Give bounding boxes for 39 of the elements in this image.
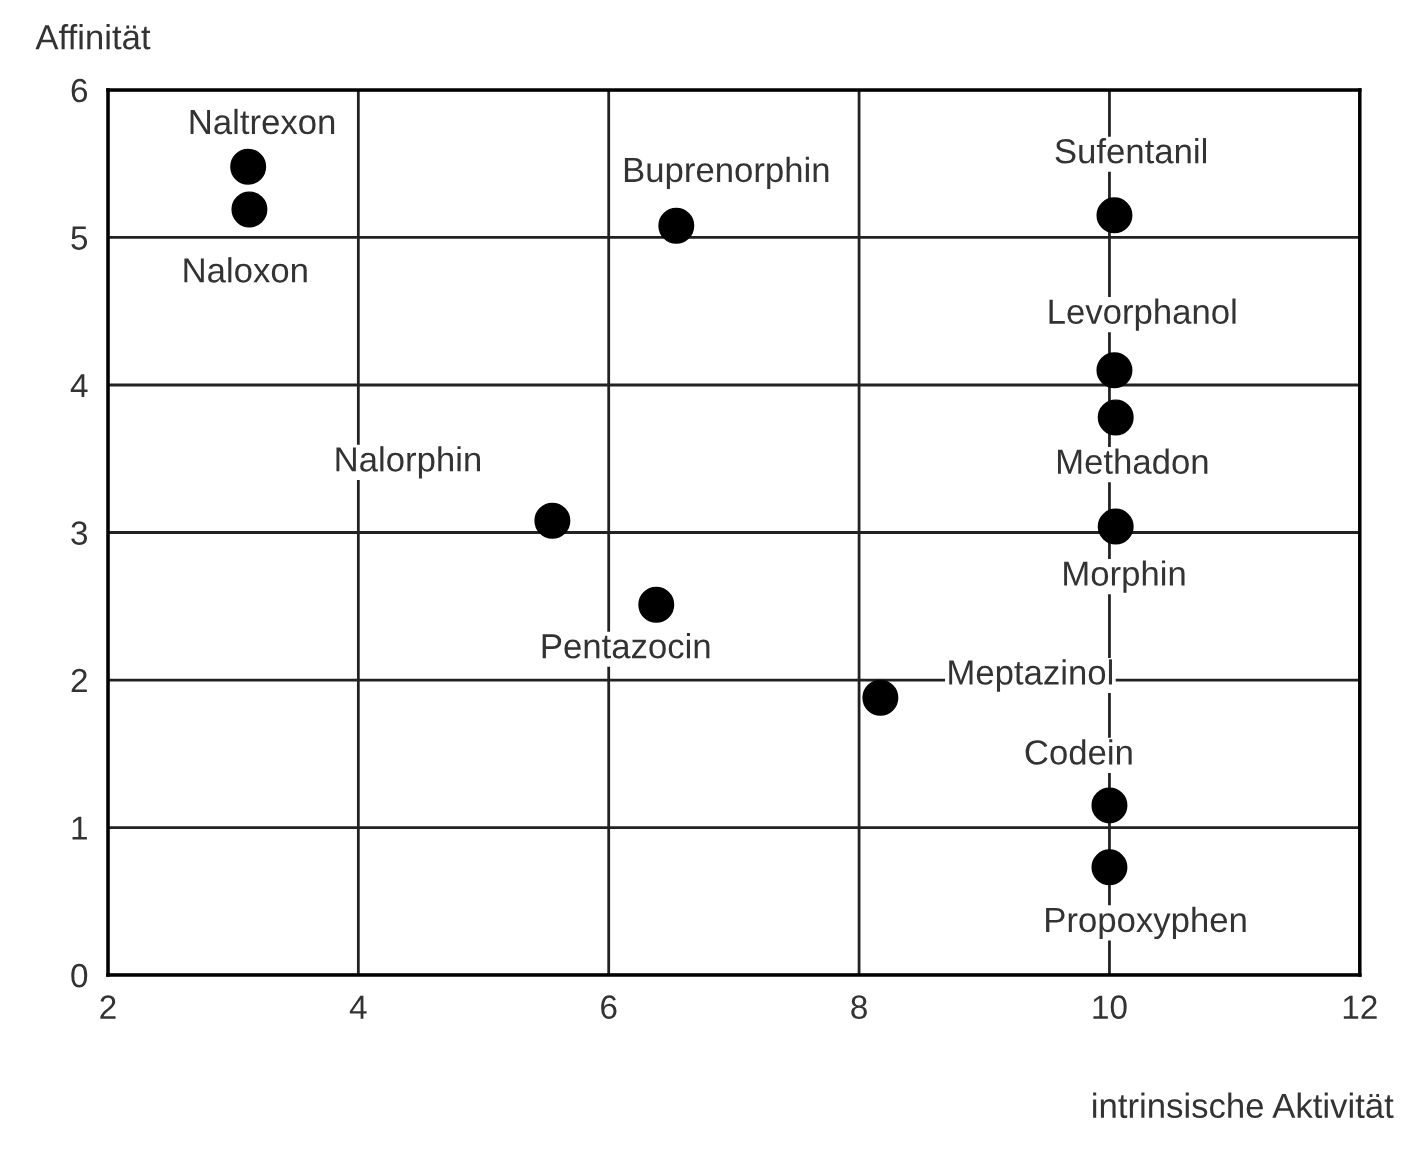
x-tick-label: 4 <box>349 995 367 1019</box>
point <box>1097 399 1134 436</box>
annotation: Codein <box>1025 739 1132 765</box>
x-tick-label: 2 <box>100 995 116 1019</box>
y-tick-label: 1 <box>72 816 87 840</box>
annotation: Naloxon <box>184 257 307 283</box>
y-tick-label: 2 <box>71 668 87 693</box>
y-axis-title: Affinität <box>35 24 151 50</box>
x-tick-label: 6 <box>601 995 617 1019</box>
point <box>1096 352 1133 389</box>
point <box>1096 197 1133 234</box>
annotation: Nalorphin <box>336 446 480 479</box>
y-tick-label: 6 <box>71 78 88 103</box>
y-tick-label: 0 <box>71 963 88 988</box>
y-tick-label: 4 <box>70 374 88 398</box>
annotation: Sufentanil <box>1055 138 1207 164</box>
x-tick-label: 8 <box>851 995 867 1019</box>
annotation: Levorphanol <box>1049 298 1236 331</box>
x-axis-title: intrinsische Aktivität <box>1093 1092 1394 1119</box>
point <box>658 207 695 244</box>
annotation: Buprenorphin <box>624 156 829 190</box>
x-tick-label: 12 <box>1343 995 1377 1019</box>
point <box>1091 849 1128 886</box>
annotation: Morphin <box>1064 560 1185 593</box>
point <box>638 586 675 623</box>
point <box>862 679 899 716</box>
point <box>230 148 267 185</box>
annotation: Pentazocin <box>542 633 710 659</box>
point <box>534 502 571 539</box>
point <box>1091 787 1128 824</box>
annotation: Naltrexon <box>190 108 335 135</box>
point <box>231 191 268 228</box>
annotation: Methadon <box>1058 448 1208 474</box>
point <box>1097 508 1134 545</box>
annotation: Propoxyphen <box>1046 906 1246 940</box>
annotation: Meptazinol <box>949 659 1112 692</box>
y-tick-label: 3 <box>71 521 88 545</box>
y-tick-label: 5 <box>71 226 88 250</box>
x-tick-label: 10 <box>1093 995 1127 1019</box>
